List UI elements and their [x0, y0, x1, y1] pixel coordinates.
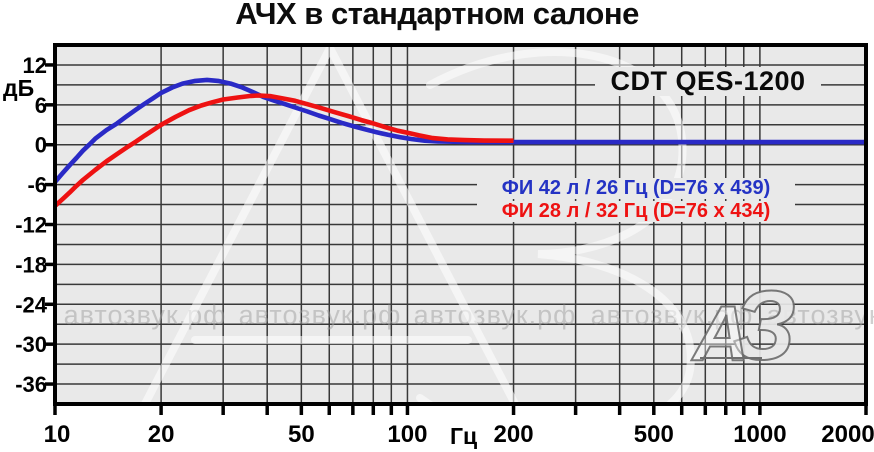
y-tick-label: -30	[15, 332, 47, 357]
x-tick-label: 100	[387, 421, 427, 448]
x-tick-label: 20	[148, 421, 175, 448]
x-tick-label: 500	[634, 421, 674, 448]
speaker-model-label: CDT QES-1200	[595, 67, 821, 96]
y-tick-label: -6	[27, 173, 47, 198]
plot-border	[53, 43, 868, 406]
x-tick-label: 50	[288, 421, 315, 448]
watermark-big-a-icon	[116, 39, 544, 452]
watermark-text: автозвук.рф	[239, 300, 402, 330]
watermark-text: автозвук.рф	[767, 300, 874, 330]
legend-entry-blue: ФИ 42 л / 26 Гц (D=76 x 439)	[477, 178, 795, 199]
y-tick-label: -36	[15, 372, 47, 397]
legend-entry-red: ФИ 28 л / 32 Гц (D=76 x 434)	[477, 201, 795, 222]
watermark-text: автозвук.рф	[64, 300, 227, 330]
x-axis-unit-label: Гц	[450, 423, 478, 449]
series-curve-1	[53, 93, 514, 208]
y-tick-label: 6	[35, 93, 47, 118]
watermark-logo-a-icon: А	[691, 289, 749, 377]
x-tick-label: 1000	[733, 421, 786, 448]
x-tick-label: 200	[494, 421, 534, 448]
watermark-text: автозвук.рф	[414, 300, 577, 330]
y-tick-label: -18	[15, 252, 47, 277]
y-tick-label: -24	[15, 292, 48, 317]
x-tick-label: 2000	[821, 421, 874, 448]
y-tick-label: -12	[15, 213, 47, 238]
y-axis-unit-label: дБ	[3, 75, 35, 101]
watermark-logo-z-icon: З	[733, 270, 796, 380]
y-tick-label: 12	[23, 53, 47, 78]
y-tick-label: 0	[35, 133, 47, 158]
x-tick-label: 10	[44, 421, 71, 448]
chart-title: АЧХ в стандартном салоне	[235, 0, 639, 31]
